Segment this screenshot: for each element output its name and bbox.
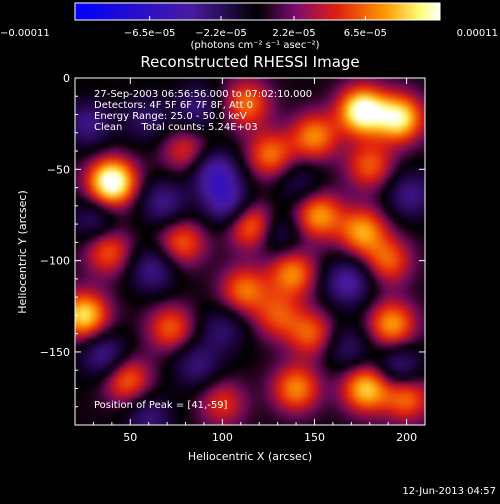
- y-tick-label: −50: [47, 163, 70, 176]
- colorbar-tick-label: 2.2e−05: [272, 28, 315, 39]
- x-axis-label: Heliocentric X (arcsec): [188, 450, 312, 463]
- y-axis-label: Heliocentric Y (arcsec): [16, 190, 29, 314]
- colorbar-tick-labels: −0.00011 −6.5e−05 −2.2e−05 2.2e−05 6.5e−05 0.…: [0, 28, 498, 39]
- colorbar-tick-label: 0.00011: [457, 28, 498, 39]
- annotation-detectors: Detectors: 4F 5F 6F 7F 8F, Att 0: [94, 100, 253, 111]
- x-tick-label: 200: [396, 431, 417, 444]
- annotation-energy-range: Energy Range: 25.0 - 50.0 keV: [94, 111, 247, 122]
- y-tick-label: −150: [40, 346, 70, 359]
- y-tick-label: 0: [63, 72, 70, 85]
- colorbar: [75, 3, 440, 20]
- x-tick-label: 150: [304, 431, 325, 444]
- colorbar-tick-label: −6.5e−05: [124, 28, 176, 39]
- peak-position-label: Position of Peak = [41,-59]: [94, 400, 228, 411]
- chart-title: Reconstructed RHESSI Image: [140, 53, 359, 71]
- annotation-clean-counts: Clean Total counts: 5.24E+03: [94, 122, 258, 133]
- x-tick-label: 50: [123, 431, 137, 444]
- colorbar-tick-label: 6.5e−05: [344, 28, 387, 39]
- colorbar-unit-label: (photons cm⁻² s⁻¹ asec⁻²): [190, 40, 319, 51]
- x-tick-label: 100: [212, 431, 233, 444]
- y-tick-label: −100: [40, 255, 70, 268]
- annotation-time-range: 27-Sep-2003 06:56:56.000 to 07:02:10.000: [94, 89, 312, 100]
- footer-timestamp: 12-Jun-2013 04:57: [402, 486, 496, 497]
- colorbar-tick-label: −0.00011: [0, 28, 50, 39]
- colorbar-tick-label: −2.2e−05: [195, 28, 247, 39]
